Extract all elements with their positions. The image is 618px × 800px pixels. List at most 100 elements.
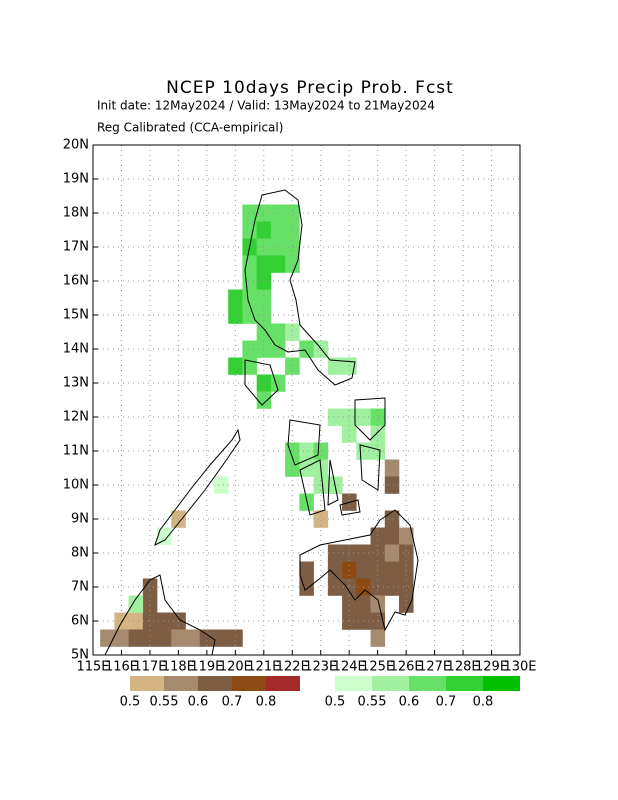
prob-cell [327, 561, 343, 579]
y-tick-label: 10N [63, 478, 89, 493]
x-tick-label: 125E [361, 660, 394, 675]
prob-cell [242, 340, 257, 358]
prob-cell [299, 442, 314, 460]
prob-cell [327, 544, 343, 562]
prob-cell [128, 612, 144, 630]
prob-cell [185, 629, 201, 647]
prob-cell [270, 323, 286, 341]
prob-cell [370, 544, 386, 562]
prob-cell [384, 578, 400, 596]
colorbar-label: 0.8 [473, 695, 494, 710]
x-tick-label: 118E [162, 660, 195, 675]
prob-cell [384, 476, 400, 494]
prob-cell [142, 612, 158, 630]
x-tick-label: 117E [133, 660, 166, 675]
prob-cell [299, 459, 314, 477]
prob-cell [384, 459, 400, 477]
prob-cell [157, 612, 172, 630]
prob-cell [370, 578, 386, 596]
prob-cell [213, 629, 229, 647]
x-tick-label: 116E [105, 660, 138, 675]
prob-cell [256, 255, 272, 273]
samar [354, 397, 386, 441]
prob-cell [342, 544, 357, 562]
prob-cell [356, 595, 371, 613]
colorbars: 0.5 0.55 0.6 0.7 0.8 0.5 0.55 0.6 0.7 0.8 [120, 676, 520, 710]
prob-cell [399, 527, 414, 545]
colorbar-box [232, 676, 266, 691]
colorbar-box [409, 676, 446, 691]
luzon [244, 189, 356, 386]
y-tick-label: 16N [63, 274, 89, 289]
y-tick-label: 12N [63, 410, 89, 425]
prob-cell [342, 578, 357, 596]
prob-cell [370, 442, 386, 460]
panay [287, 419, 321, 466]
y-tick-label: 9N [71, 512, 89, 527]
y-tick-label: 5N [71, 648, 89, 663]
colorbar-box [446, 676, 483, 691]
prob-cell [399, 578, 414, 596]
colorbar-label: 0.7 [222, 695, 243, 710]
x-tick-label: 115E [76, 660, 109, 675]
prob-cell [157, 629, 172, 647]
x-tick-label: 130E [503, 660, 536, 675]
title: NCEP 10days Precip Prob. Fcst [166, 78, 454, 98]
colorbar-box [130, 676, 164, 691]
prob-cell [370, 595, 386, 613]
prob-cell [199, 629, 215, 647]
prob-cell [242, 272, 257, 290]
prob-cell [370, 425, 386, 443]
colorbar-box [372, 676, 409, 691]
prob-cell [142, 629, 158, 647]
prob-cell [242, 306, 257, 324]
prob-cell [384, 510, 400, 528]
y-tick-label: 18N [63, 206, 89, 221]
prob-cell [270, 255, 286, 273]
colorbar-box [198, 676, 232, 691]
cells [100, 204, 414, 647]
prob-cell [128, 595, 144, 613]
prob-cell [384, 544, 400, 562]
prob-cell [313, 510, 329, 528]
prob-cell [384, 527, 400, 545]
y-tick-label: 7N [71, 580, 89, 595]
y-tick-label: 20N [63, 138, 89, 153]
mindoro [244, 359, 279, 406]
bohol [339, 499, 361, 516]
palawan [154, 428, 241, 546]
x-tick-label: 124E [333, 660, 366, 675]
prob-cell [384, 561, 400, 579]
prob-cell [100, 629, 115, 647]
prob-cell [157, 527, 172, 545]
prob-cell [285, 459, 300, 477]
prob-cell [256, 323, 272, 341]
prob-cell [213, 476, 229, 494]
colorbar-label: 0.8 [256, 695, 277, 710]
prob-cell [370, 629, 386, 647]
prob-cell [242, 255, 257, 273]
prob-cell [327, 357, 343, 375]
x-tick-label: 120E [219, 660, 252, 675]
plot-frame [92, 144, 521, 656]
colorbar-box [335, 676, 372, 691]
prob-cell [228, 629, 243, 647]
prob-cell [270, 221, 286, 239]
coastline [104, 189, 419, 656]
prob-cell [327, 578, 343, 596]
prob-cell [285, 204, 300, 222]
colorbar-label: 0.55 [358, 695, 387, 710]
prob-cell [114, 629, 129, 647]
prob-cell [242, 289, 257, 307]
prob-cell [285, 238, 300, 256]
colorbar-label: 0.55 [150, 695, 179, 710]
note: Reg Calibrated (CCA-empirical) [97, 121, 283, 135]
prob-cell [342, 612, 357, 630]
colorbar-box [164, 676, 198, 691]
leyte [359, 444, 381, 491]
prob-cell [242, 221, 257, 239]
y-tick-label: 8N [71, 546, 89, 561]
prob-cell [370, 527, 386, 545]
prob-cell [399, 544, 414, 562]
